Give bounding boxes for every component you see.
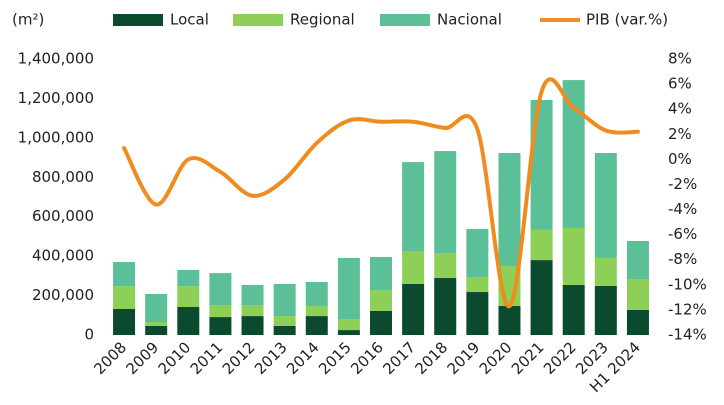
legend-swatch bbox=[113, 14, 163, 26]
bar-segment bbox=[177, 307, 200, 335]
x-tick-label: 2010 bbox=[155, 338, 195, 378]
bar-segment bbox=[370, 290, 392, 311]
x-tick-label: 2008 bbox=[90, 338, 130, 378]
bar-segment bbox=[434, 252, 457, 279]
bar-segment bbox=[402, 251, 425, 284]
y-axis-label: (m²) bbox=[12, 11, 44, 29]
bar-segment bbox=[145, 325, 168, 335]
bar-segment bbox=[241, 316, 264, 335]
bar-segment bbox=[466, 292, 489, 335]
bar-segment bbox=[562, 284, 585, 335]
bar-segment bbox=[209, 305, 232, 318]
bar-segment bbox=[209, 317, 232, 335]
bar-segment bbox=[273, 283, 296, 317]
legend-label: PIB (var.%) bbox=[586, 11, 668, 29]
x-tick-label: 2014 bbox=[283, 338, 323, 378]
x-tick-label: 2013 bbox=[251, 338, 291, 378]
x-tick-label: 2021 bbox=[508, 338, 548, 378]
y2-tick-label: 4% bbox=[668, 100, 692, 118]
bar-segment bbox=[466, 277, 489, 293]
legend-label: Nacional bbox=[437, 11, 502, 29]
bar-segment bbox=[370, 310, 392, 335]
x-tick-label: 2009 bbox=[122, 338, 162, 378]
bar-segment bbox=[177, 286, 200, 308]
bar-segment bbox=[241, 284, 264, 306]
bar-segment bbox=[434, 151, 457, 253]
bar-segment bbox=[145, 293, 168, 322]
y-tick-label: 1,000,000 bbox=[18, 128, 94, 146]
bar-segment bbox=[530, 100, 553, 230]
bar-segment bbox=[305, 281, 328, 307]
y2-tick-label: -8% bbox=[668, 250, 697, 268]
bar-segment bbox=[273, 325, 296, 335]
y2-tick-label: -4% bbox=[668, 200, 697, 218]
x-tick-label: 2022 bbox=[540, 338, 580, 378]
bar-segment bbox=[562, 80, 585, 228]
legend-label: Local bbox=[170, 11, 209, 29]
y-tick-label: 1,200,000 bbox=[18, 89, 94, 107]
y2-tick-label: 2% bbox=[668, 125, 692, 143]
y-tick-label: 0 bbox=[84, 326, 94, 344]
x-tick-label: 2016 bbox=[347, 338, 387, 378]
y2-tick-label: -6% bbox=[668, 225, 697, 243]
bar-segment bbox=[241, 305, 264, 317]
bar-segment bbox=[145, 321, 168, 326]
y2-tick-label: -2% bbox=[668, 175, 697, 193]
bar-segment bbox=[337, 330, 360, 335]
bar-segment bbox=[626, 240, 649, 280]
y-tick-label: 600,000 bbox=[32, 207, 94, 225]
bar-segment bbox=[594, 257, 617, 286]
x-tick-label: 2018 bbox=[412, 338, 452, 378]
legend-swatch bbox=[233, 14, 283, 26]
bar-segment bbox=[337, 257, 360, 320]
y2-tick-label: 8% bbox=[668, 50, 692, 68]
bar-segment bbox=[113, 286, 136, 309]
bar-segment bbox=[530, 229, 553, 261]
legend-label: Regional bbox=[290, 11, 355, 29]
x-tick-label: 2017 bbox=[379, 338, 419, 378]
x-tick-label: 2015 bbox=[315, 338, 355, 378]
bar-segment bbox=[626, 279, 649, 310]
bar-segment bbox=[113, 262, 136, 287]
y2-tick-label: 0% bbox=[668, 150, 692, 168]
line bbox=[122, 77, 640, 309]
bar-segment bbox=[209, 273, 232, 306]
y-tick-label: 200,000 bbox=[32, 286, 94, 304]
bar-segment bbox=[370, 256, 392, 291]
x-tick-label: 2020 bbox=[476, 338, 516, 378]
bar-segment bbox=[113, 308, 136, 335]
x-tick-label: 2011 bbox=[187, 338, 227, 378]
bar-segment bbox=[626, 309, 649, 335]
bar-segment bbox=[177, 269, 200, 287]
bar-segment bbox=[498, 306, 521, 335]
legend-swatch bbox=[380, 14, 430, 26]
bar-segment bbox=[562, 227, 585, 285]
bar-segment bbox=[337, 319, 360, 331]
y2-tick-label: -14% bbox=[668, 326, 707, 344]
y2-tick-label: -10% bbox=[668, 275, 707, 293]
y-tick-label: 1,400,000 bbox=[18, 50, 94, 68]
bar-segment bbox=[402, 162, 425, 252]
bar-segment bbox=[530, 260, 553, 335]
y2-tick-label: 6% bbox=[668, 75, 692, 93]
bar-segment bbox=[273, 316, 296, 326]
bar-segment bbox=[434, 278, 457, 335]
bar-segment bbox=[305, 316, 328, 335]
y-tick-label: 400,000 bbox=[32, 247, 94, 265]
y-tick-label: 800,000 bbox=[32, 168, 94, 186]
bar-segment bbox=[594, 153, 617, 258]
y2-tick-label: -12% bbox=[668, 300, 707, 318]
bar-segment bbox=[594, 285, 617, 335]
x-tick-label: 2019 bbox=[444, 338, 484, 378]
bar-segment bbox=[498, 153, 521, 266]
bar-segment bbox=[402, 283, 425, 335]
x-tick-label: 2012 bbox=[219, 338, 259, 378]
bar-segment bbox=[466, 228, 489, 278]
bar-segment bbox=[305, 306, 328, 317]
